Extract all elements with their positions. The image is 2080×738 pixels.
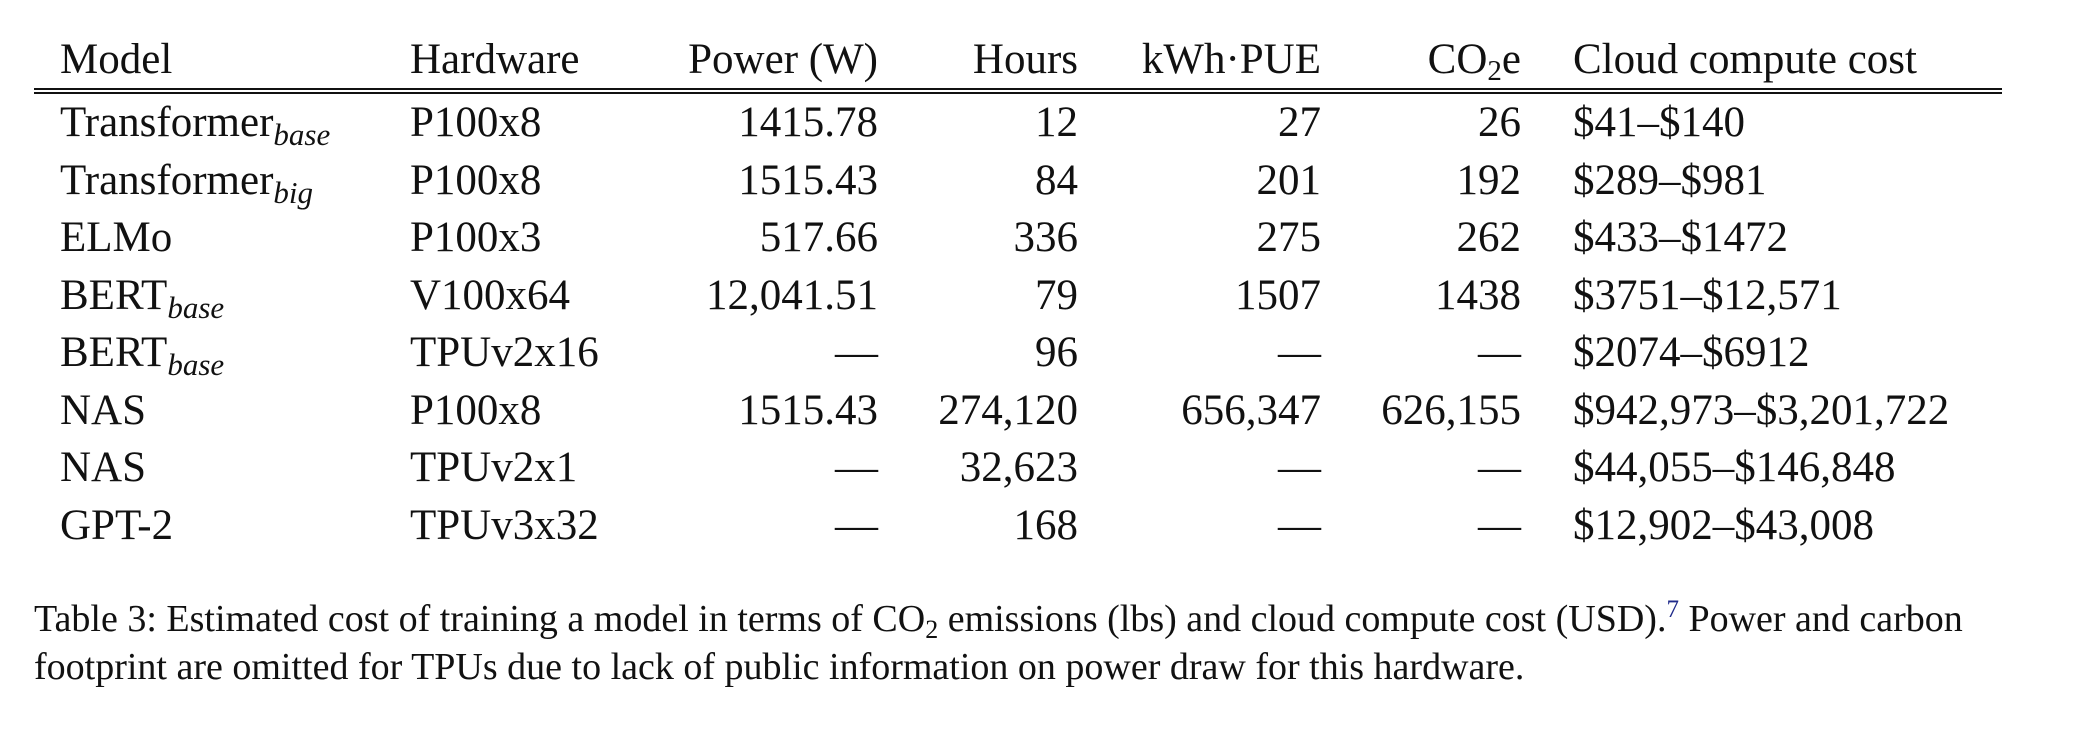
cell-co2e: —: [1478, 444, 1521, 492]
cell-co2e: 626,155: [1381, 386, 1521, 434]
model-variant-subscript: base: [273, 117, 331, 153]
cell-model: BERTbase: [34, 324, 410, 382]
header-co2e-main: CO: [1427, 35, 1488, 83]
cell-hardware: TPUv3x32: [410, 501, 599, 549]
cell-hardware: TPUv2x16: [410, 329, 599, 377]
cell-power: 12,041.51: [706, 271, 878, 319]
header-model: Model: [60, 35, 173, 83]
header-power: Power (W): [688, 35, 878, 83]
cell-power: 1415.78: [738, 99, 878, 147]
cell-hours: 32,623: [959, 444, 1078, 492]
model-name: GPT-2: [60, 501, 174, 549]
model-variant-subscript: base: [167, 289, 225, 325]
cell-co2e: —: [1478, 329, 1521, 377]
cell-cloud-cost: $289–$981: [1573, 156, 1767, 204]
model-variant-subscript: big: [273, 174, 314, 210]
cell-hours: 336: [1013, 214, 1079, 262]
model-name: BERT: [60, 271, 168, 319]
model-name: BERT: [60, 329, 168, 377]
cell-cloud-cost: $3751–$12,571: [1573, 271, 1842, 319]
caption-text-1: Table 3: Estimated cost of training a mo…: [34, 598, 926, 640]
table-row: NAS P100x8 1515.43 274,120 656,347 626,155 $94…: [34, 382, 2002, 440]
cell-hardware: TPUv2x1: [410, 444, 578, 492]
cell-hardware: V100x64: [410, 271, 571, 319]
table-row: BERTbase TPUv2x16—96— — $2074–$6912: [34, 324, 2002, 382]
cell-kwh-pue: 27: [1278, 99, 1321, 147]
cell-model: GPT-2: [34, 497, 410, 555]
model-name: NAS: [60, 444, 147, 492]
model-name: ELMo: [60, 214, 173, 262]
results-table-container: Model Hardware Power (W) Hours kWh·PUE C…: [34, 30, 2002, 554]
model-name: Transformer: [60, 156, 274, 204]
cell-kwh-pue: —: [1278, 501, 1321, 549]
cell-power: —: [835, 329, 878, 377]
cell-model: Transformerbig: [34, 152, 410, 210]
cell-hardware: P100x8: [410, 99, 542, 147]
caption-text-3: Power and carbon footprint are omitted f…: [34, 598, 1963, 688]
footnote-marker[interactable]: 7: [1666, 596, 1679, 623]
cell-hardware: P100x8: [410, 156, 542, 204]
table-row: GPT-2 TPUv3x32 — 168 — — $12,902–$43,008: [34, 497, 2002, 555]
cell-power: 1515.43: [738, 156, 878, 204]
cell-power: —: [835, 501, 878, 549]
header-co2e-tail: e: [1501, 35, 1521, 83]
cell-co2e: —: [1478, 501, 1521, 549]
model-variant-subscript: base: [167, 347, 225, 383]
cell-kwh-pue: 201: [1256, 156, 1322, 204]
header-kwh-pue: kWh·PUE: [1141, 35, 1321, 83]
cell-cloud-cost: $433–$1472: [1573, 214, 1788, 262]
cell-cloud-cost: $2074–$6912: [1573, 329, 1810, 377]
cell-hours: 12: [1035, 99, 1078, 147]
model-name: NAS: [60, 386, 147, 434]
header-co2e-subscript: 2: [1487, 54, 1502, 87]
table-row: Transformerbig P100x8 1515.43 84 201 192 $289–…: [34, 152, 2002, 210]
model-name: Transformer: [60, 99, 274, 147]
cell-hardware: P100x8: [410, 386, 542, 434]
cell-hours: 274,120: [938, 386, 1078, 434]
cell-co2e: 262: [1456, 214, 1522, 262]
cell-kwh-pue: 1507: [1235, 271, 1321, 319]
cell-hours: 168: [1013, 501, 1079, 549]
table-row: ELMo P100x3 517.66 336 275 262 $433–$1472: [34, 209, 2002, 267]
cell-model: BERTbase: [34, 267, 410, 325]
cell-power: 1515.43: [738, 386, 878, 434]
cell-kwh-pue: 656,347: [1181, 386, 1321, 434]
cell-model: Transformerbase: [34, 91, 410, 152]
training-cost-table: Model Hardware Power (W) Hours kWh·PUE C…: [34, 30, 2002, 554]
table-caption: Table 3: Estimated cost of training a mo…: [34, 595, 2024, 691]
table-header-row: Model Hardware Power (W) Hours kWh·PUE C…: [34, 30, 2002, 91]
cell-hours: 84: [1035, 156, 1078, 204]
table-row: NAS TPUv2x1 — 32,623 — — $44,055–$146,848: [34, 439, 2002, 497]
cell-cloud-cost: $44,055–$146,848: [1573, 444, 1896, 492]
cell-hours: 96: [1035, 329, 1078, 377]
cell-kwh-pue: —: [1278, 329, 1321, 377]
cell-power: —: [835, 444, 878, 492]
cell-co2e: 1438: [1435, 271, 1521, 319]
cell-model: NAS: [34, 382, 410, 440]
cell-hours: 79: [1035, 271, 1078, 319]
cell-kwh-pue: 275: [1256, 214, 1322, 262]
caption-co2-subscript: 2: [925, 615, 939, 644]
cell-kwh-pue: —: [1278, 444, 1321, 492]
table-body: Transformerbase P100x8 1415.78 12 27 26 $41–$1…: [34, 91, 2002, 554]
table-row: Transformerbase P100x8 1415.78 12 27 26 $41–$1…: [34, 91, 2002, 152]
table-row: BERTbase V100x64 12,041.51 79 1507 1438 $3751–…: [34, 267, 2002, 325]
header-cloud-cost: Cloud compute cost: [1573, 35, 1917, 83]
cell-cloud-cost: $12,902–$43,008: [1573, 501, 1874, 549]
cell-hardware: P100x3: [410, 214, 542, 262]
header-hardware: Hardware: [410, 35, 580, 83]
cell-model: NAS: [34, 439, 410, 497]
cell-power: 517.66: [759, 214, 878, 262]
header-hours: Hours: [972, 35, 1078, 83]
cell-co2e: 26: [1478, 99, 1521, 147]
cell-model: ELMo: [34, 209, 410, 267]
cell-cloud-cost: $41–$140: [1573, 99, 1745, 147]
cell-cloud-cost: $942,973–$3,201,722: [1573, 386, 1950, 434]
caption-text-2: emissions (lbs) and cloud compute cost (…: [938, 598, 1667, 640]
cell-co2e: 192: [1456, 156, 1522, 204]
header-co2e: CO2e: [1321, 30, 1521, 91]
